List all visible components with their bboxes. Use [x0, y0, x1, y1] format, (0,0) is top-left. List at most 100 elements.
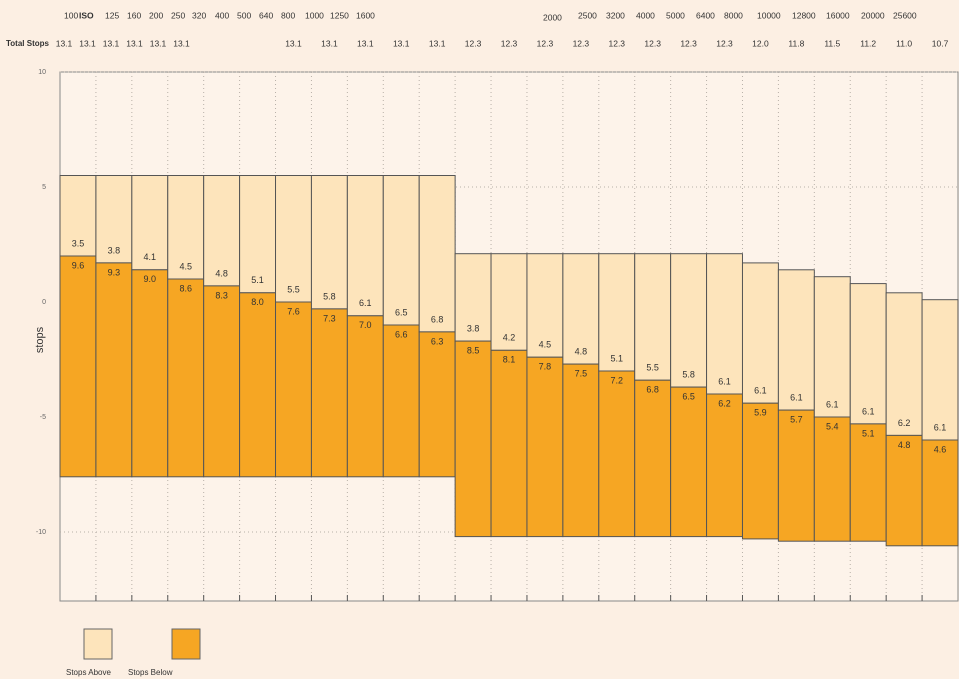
- bar-below: [849, 423, 887, 542]
- value-label-below: 7.8: [539, 362, 552, 372]
- bar-below: [562, 363, 600, 538]
- y-tick-label: -10: [36, 529, 46, 536]
- bar-below: [885, 434, 923, 547]
- value-label-below: 9.3: [108, 267, 121, 277]
- value-label-above: 6.1: [826, 399, 839, 409]
- value-label-below: 4.8: [898, 440, 911, 450]
- bar-below: [203, 285, 241, 478]
- value-label-below: 7.2: [611, 375, 624, 385]
- value-label-below: 8.3: [215, 290, 228, 300]
- bar-above: [454, 253, 492, 342]
- total-stops-value: 13.1: [357, 38, 374, 48]
- total-stops-value: 11.0: [896, 38, 912, 48]
- value-label-below: 5.9: [754, 408, 767, 418]
- bar-below: [777, 409, 815, 542]
- iso-unit: ISO: [79, 10, 94, 20]
- iso-label: 250: [171, 10, 185, 20]
- value-label-above: 4.2: [503, 333, 516, 343]
- legend-label: Stops Below: [128, 668, 173, 677]
- value-label-above: 6.2: [898, 418, 911, 428]
- value-label-below: 9.6: [72, 260, 85, 270]
- iso-label: 5000: [666, 10, 685, 20]
- bar-above: [203, 175, 241, 287]
- value-label-below: 6.5: [682, 391, 695, 401]
- bar-below: [418, 331, 456, 478]
- bar-below: [741, 402, 779, 540]
- iso-label: 8000: [724, 10, 743, 20]
- bar-below: [670, 386, 708, 538]
- iso-label: 2000: [543, 12, 562, 22]
- value-label-below: 6.3: [431, 336, 444, 346]
- total-stops-value: 12.3: [501, 38, 518, 48]
- bar-above: [275, 175, 312, 303]
- value-label-below: 9.0: [144, 274, 157, 284]
- bar-above: [490, 253, 528, 351]
- bar-below: [346, 315, 384, 478]
- iso-label: 100: [64, 10, 78, 20]
- total-stops-value: 13.1: [173, 38, 190, 48]
- bar-above: [526, 253, 564, 358]
- value-label-above: 3.8: [467, 323, 480, 333]
- legend-label: Stops Above: [66, 668, 111, 677]
- bar-above: [813, 276, 851, 418]
- value-label-below: 5.7: [790, 414, 803, 424]
- bar-below: [490, 349, 528, 538]
- value-label-below: 5.4: [826, 421, 839, 431]
- y-tick-label: -5: [40, 414, 46, 421]
- value-label-below: 5.1: [862, 428, 875, 438]
- total-stops-value: 12.3: [573, 38, 590, 48]
- bar-below: [706, 393, 743, 538]
- total-stops-value: 12.3: [465, 38, 482, 48]
- value-label-below: 7.5: [575, 368, 588, 378]
- iso-label: 1600: [356, 10, 375, 20]
- total-stops-value: 12.0: [752, 38, 769, 48]
- value-label-above: 6.8: [431, 314, 444, 324]
- value-label-below: 4.6: [934, 444, 947, 454]
- value-label-above: 5.1: [611, 353, 624, 363]
- iso-label: 800: [281, 10, 295, 20]
- total-stops-value: 11.2: [860, 38, 876, 48]
- y-tick-label: 10: [38, 69, 46, 76]
- iso-label: 12800: [792, 10, 816, 20]
- y-tick-label: 5: [42, 184, 46, 191]
- total-stops-value: 12.3: [537, 38, 554, 48]
- iso-label: 2500: [578, 10, 597, 20]
- iso-label: 125: [105, 10, 119, 20]
- value-label-above: 6.1: [934, 422, 947, 432]
- total-stops-value: 13.1: [285, 38, 302, 48]
- bar-above: [741, 262, 779, 404]
- total-stops-value: 13.1: [150, 38, 167, 48]
- value-label-above: 5.8: [323, 291, 336, 301]
- iso-label: 400: [215, 10, 229, 20]
- value-label-above: 4.8: [575, 346, 588, 356]
- iso-label: 6400: [696, 10, 715, 20]
- value-label-below: 8.6: [179, 283, 192, 293]
- bar-below: [59, 255, 97, 478]
- bar-below: [921, 439, 959, 547]
- legend-swatch: [171, 628, 201, 660]
- iso-label: 160: [127, 10, 141, 20]
- value-label-above: 4.5: [179, 261, 192, 271]
- total-stops-value: 13.1: [321, 38, 338, 48]
- bar-above: [382, 175, 420, 326]
- value-label-below: 6.6: [395, 329, 408, 339]
- bar-above: [849, 283, 887, 425]
- iso-label: 320: [192, 10, 206, 20]
- total-stops-value: 13.1: [393, 38, 410, 48]
- total-stops-value: 13.1: [56, 38, 73, 48]
- value-label-below: 6.2: [718, 398, 731, 408]
- total-stops-label: Total Stops: [6, 39, 50, 48]
- bar-above: [239, 175, 277, 294]
- value-label-above: 6.1: [862, 406, 875, 416]
- value-label-above: 5.5: [287, 284, 300, 294]
- bar-below: [310, 308, 348, 478]
- total-stops-value: 13.1: [79, 38, 96, 48]
- total-stops-value: 11.5: [824, 38, 840, 48]
- bar-below: [598, 370, 636, 538]
- value-label-above: 3.8: [108, 245, 121, 255]
- bar-below: [239, 292, 277, 478]
- total-stops-value: 12.3: [680, 38, 697, 48]
- iso-label: 16000: [826, 10, 850, 20]
- value-label-above: 4.5: [539, 340, 552, 350]
